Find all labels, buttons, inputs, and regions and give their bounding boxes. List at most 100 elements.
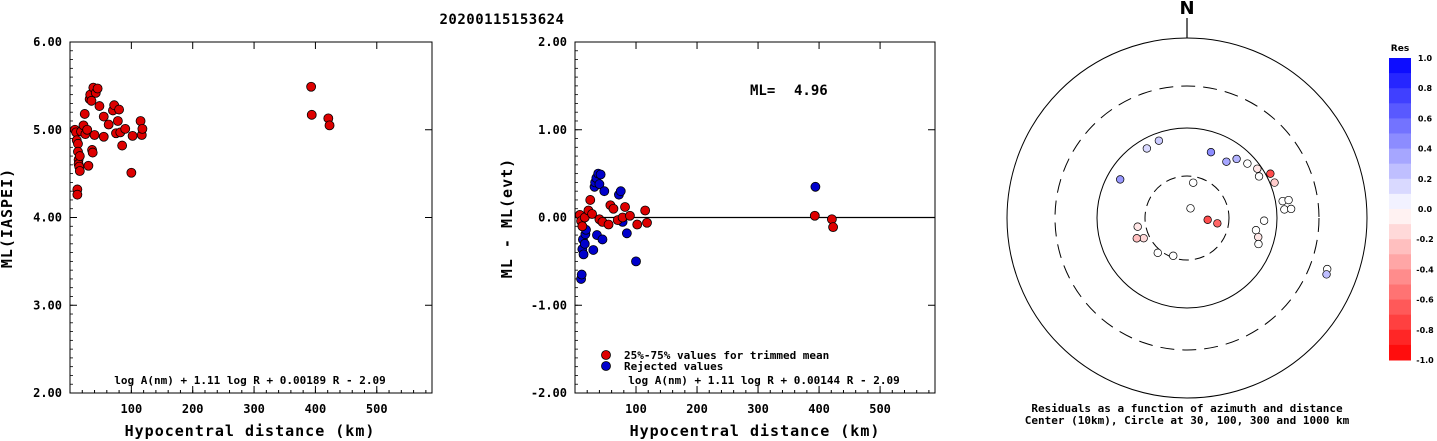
north-label: N xyxy=(1179,0,1194,19)
residual-colorbar: Res 1.0 0.8 0.6 0.4 0.2 0.0 -0.2 -0.4 -0.6 -0.8 -1… xyxy=(1389,44,1434,365)
trimmed-point xyxy=(625,210,635,221)
colorbar-label: -1.0 xyxy=(1416,356,1434,365)
colorbar-label: 0.0 xyxy=(1418,205,1433,214)
colorbar-cell xyxy=(1389,209,1411,225)
plot2-formula: log A(nm) + 1.11 log R + 0.00144 R - 2.0… xyxy=(628,374,900,387)
trimmed-point xyxy=(828,222,839,233)
data-point xyxy=(306,81,317,92)
colorbar-title: Res xyxy=(1391,44,1409,54)
data-point xyxy=(117,140,128,151)
ring-100km xyxy=(1096,127,1278,309)
trimmed-point xyxy=(632,219,643,230)
y-tick-label: 6.00 xyxy=(33,35,62,49)
residual-point xyxy=(1132,234,1141,243)
colorbar-cell xyxy=(1389,239,1411,255)
colorbar-label: -0.8 xyxy=(1416,326,1434,335)
rejected-point xyxy=(595,169,606,180)
data-point xyxy=(87,147,98,158)
colorbar-cell xyxy=(1389,269,1411,285)
x-tick-label: 300 xyxy=(243,402,265,416)
residual-point xyxy=(1254,232,1263,242)
residual-point xyxy=(1203,215,1212,224)
residual-point xyxy=(1213,219,1222,228)
data-point xyxy=(135,116,146,126)
residual-point xyxy=(1186,204,1195,213)
data-point xyxy=(112,116,123,126)
colorbar-cell xyxy=(1389,344,1411,361)
x-tick-label: 200 xyxy=(182,402,204,416)
x-tick-label: 300 xyxy=(747,402,769,416)
trimmed-point xyxy=(642,217,652,228)
ring-1000km xyxy=(1006,37,1368,399)
colorbar-cell xyxy=(1389,178,1411,195)
ml-value: 4.96 xyxy=(794,83,828,99)
colorbar-label: -0.6 xyxy=(1416,296,1434,305)
legend-rejected-marker xyxy=(601,361,611,371)
plot2-x-axis-label: Hypocentral distance (km) xyxy=(630,422,881,440)
colorbar-cell xyxy=(1389,133,1411,150)
x-tick-label: 200 xyxy=(686,402,708,416)
data-point xyxy=(74,166,85,176)
residual-point xyxy=(1266,169,1275,178)
legend-rejected-label: Rejected values xyxy=(624,360,723,373)
colorbar-label: 0.2 xyxy=(1418,175,1432,184)
rejected-point xyxy=(615,186,626,197)
residual-point xyxy=(1189,178,1198,187)
residual-point xyxy=(1154,136,1164,145)
rejected-point xyxy=(594,179,605,190)
colorbar-cell xyxy=(1389,148,1411,165)
colorbar-label: 0.8 xyxy=(1418,84,1433,93)
data-point xyxy=(127,130,138,141)
colorbar-cell xyxy=(1389,73,1411,89)
plot1-frame xyxy=(69,41,433,394)
y-tick-label: 1.00 xyxy=(538,123,567,137)
residual-point xyxy=(1133,222,1142,231)
y-tick-label: 3.00 xyxy=(33,298,62,312)
rejected-point xyxy=(631,256,641,267)
colorbar-cell xyxy=(1389,284,1411,301)
residual-point xyxy=(1243,159,1252,168)
residual-point xyxy=(1142,144,1152,153)
y-tick-label: 4.00 xyxy=(33,211,62,225)
residual-point xyxy=(1259,216,1269,225)
residual-point xyxy=(1284,195,1293,205)
data-point xyxy=(306,109,317,120)
colorbar-cell xyxy=(1389,224,1411,240)
ml-vs-distance-plot: 100 200 300 400 500 2.00 3.00 4.00 5.00 6.00 log… xyxy=(0,35,433,440)
rejected-point xyxy=(588,245,599,255)
x-tick-label: 100 xyxy=(625,402,647,416)
rejected-point xyxy=(576,269,587,280)
trimmed-point xyxy=(809,210,820,221)
y-tick-label: -2.00 xyxy=(531,386,567,400)
data-point xyxy=(72,189,83,200)
polar-caption-line1: Residuals as a function of azimuth and d… xyxy=(1031,402,1343,415)
residual-point xyxy=(1270,178,1279,187)
colorbar-cell xyxy=(1389,193,1411,210)
residual-point xyxy=(1253,164,1262,173)
trimmed-point xyxy=(577,221,588,232)
colorbar-cell xyxy=(1389,314,1411,331)
data-point xyxy=(86,95,97,106)
data-point xyxy=(94,101,105,111)
plot1-y-axis-label: ML(IASPEI) xyxy=(0,168,16,268)
ring-300km xyxy=(1054,85,1320,351)
trimmed-point xyxy=(640,205,651,216)
colorbar-cell xyxy=(1389,58,1411,74)
colorbar-cell xyxy=(1389,329,1411,346)
legend-trimmed-label: 25%-75% values for trimmed mean xyxy=(624,349,829,362)
trimmed-point xyxy=(585,195,596,205)
data-point xyxy=(79,109,90,119)
colorbar-cell xyxy=(1389,299,1411,316)
data-point xyxy=(137,123,148,134)
residual-point xyxy=(1153,248,1162,257)
data-point xyxy=(92,83,103,94)
azimuth-residual-plot: N Residuals as a function of azimuth and… xyxy=(1006,0,1368,427)
data-point xyxy=(98,131,109,142)
ml-label: ML= xyxy=(750,83,775,99)
polar-caption-line2: Center (10km), Circle at 30, 100, 300 an… xyxy=(1025,414,1350,427)
residual-point xyxy=(1322,270,1331,279)
rejected-point xyxy=(810,181,821,192)
data-point xyxy=(89,130,100,140)
colorbar-label: 0.6 xyxy=(1418,114,1433,123)
colorbar-label: 1.0 xyxy=(1418,54,1433,63)
